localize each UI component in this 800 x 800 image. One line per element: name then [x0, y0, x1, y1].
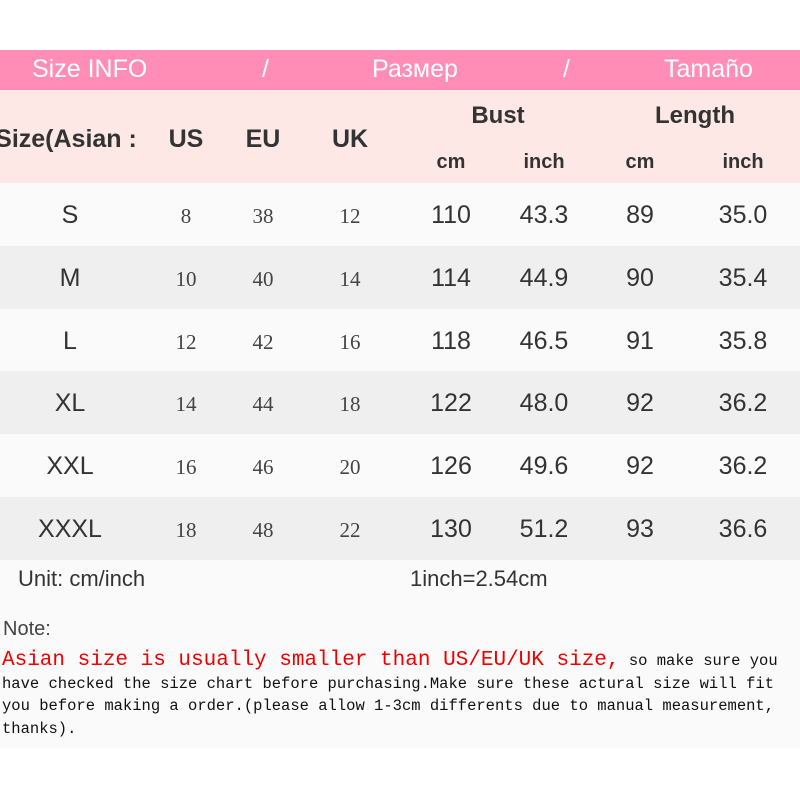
cell-uk: 18: [339, 392, 361, 417]
header-bust-cm: cm: [436, 151, 466, 173]
cell-size: L: [63, 326, 77, 355]
cell-eu: 48: [252, 518, 274, 542]
table-header: Size(Asian : US EU UK Bust Length cm inc…: [0, 90, 800, 183]
table-row: S 8 38 12 110 43.3 89 35.0: [0, 183, 800, 246]
note-text: Asian size is usually smaller than US/EU…: [2, 649, 800, 740]
title-banner: Size INFO / Размер / Tamaño: [0, 50, 800, 90]
cell-bust-cm: 130: [430, 515, 472, 543]
cell-us: 12: [175, 329, 197, 354]
cell-bust-inch: 46.5: [519, 326, 569, 355]
cell-eu: 38: [252, 204, 274, 228]
warning-text: Asian size is usually smaller than US/EU…: [2, 649, 620, 672]
header-size: Size(Asian :: [0, 125, 137, 153]
conversion-label: 1inch=2.54cm: [410, 566, 548, 591]
cell-bust-cm: 114: [431, 263, 471, 292]
cell-length-cm: 89: [626, 201, 654, 229]
cell-length-cm: 91: [626, 326, 654, 355]
cell-length-cm: 93: [626, 515, 654, 543]
cell-length-inch: 35.0: [718, 201, 768, 229]
cell-length-inch: 36.2: [718, 452, 768, 481]
cell-us: 16: [175, 455, 197, 480]
header-length: Length: [655, 102, 735, 129]
table-row: XXXL 18 48 22 130 51.2 93 36.6: [0, 497, 800, 560]
header-length-inch: inch: [722, 151, 764, 173]
cell-size: XXL: [46, 452, 94, 481]
banner-size-info: Size INFO: [32, 55, 148, 83]
cell-bust-cm: 122: [430, 389, 472, 418]
cell-length-inch: 35.8: [718, 326, 768, 355]
cell-bust-inch: 51.2: [519, 515, 569, 543]
cell-us: 18: [175, 518, 197, 542]
header-us: US: [168, 125, 204, 153]
cell-bust-cm: 118: [431, 326, 471, 355]
cell-bust-cm: 126: [430, 452, 472, 481]
unit-label: Unit: cm/inch: [18, 566, 146, 591]
cell-uk: 20: [339, 455, 361, 480]
banner-separator: /: [262, 55, 269, 83]
note-label: Note:: [3, 618, 51, 640]
header-bust: Bust: [471, 102, 525, 129]
cell-us: 14: [175, 392, 197, 417]
cell-length-cm: 92: [626, 389, 654, 418]
cell-uk: 22: [339, 518, 361, 542]
banner-tamano: Tamaño: [664, 55, 753, 83]
cell-us: 10: [175, 266, 197, 291]
cell-length-inch: 36.6: [718, 515, 768, 543]
cell-uk: 16: [339, 329, 361, 354]
cell-bust-inch: 43.3: [519, 201, 569, 229]
cell-us: 8: [180, 204, 192, 228]
cell-eu: 44: [252, 392, 274, 417]
cell-length-cm: 90: [626, 263, 654, 292]
header-eu: EU: [245, 125, 281, 153]
cell-uk: 12: [339, 204, 361, 228]
banner-separator: /: [563, 55, 570, 83]
cell-eu: 40: [252, 266, 274, 291]
cell-eu: 42: [252, 329, 274, 354]
table-row: XXL 16 46 20 126 49.6 92 36.2: [0, 434, 800, 498]
header-uk: UK: [331, 125, 369, 153]
header-length-cm: cm: [625, 151, 655, 173]
banner-razmer: Размер: [372, 55, 458, 83]
cell-bust-inch: 44.9: [519, 263, 569, 292]
cell-size: XL: [54, 389, 86, 418]
cell-eu: 46: [252, 455, 274, 480]
cell-uk: 14: [339, 266, 361, 291]
footer-notes: Unit: cm/inch 1inch=2.54cm Note: Asian s…: [0, 560, 800, 748]
cell-bust-inch: 49.6: [519, 452, 569, 481]
cell-length-inch: 36.2: [718, 389, 768, 418]
table-row: L 12 42 16 118 46.5 91 35.8: [0, 308, 800, 372]
cell-size: S: [61, 201, 79, 229]
note-body: so make sure you have checked the size c…: [2, 652, 778, 738]
cell-size: XXXL: [38, 515, 102, 543]
table-row: XL 14 44 18 122 48.0 92 36.2: [0, 371, 800, 435]
header-bust-inch: inch: [523, 151, 565, 173]
cell-size: M: [59, 263, 81, 292]
cell-length-cm: 92: [626, 452, 654, 481]
cell-length-inch: 35.4: [718, 263, 768, 292]
cell-bust-inch: 48.0: [519, 389, 569, 418]
cell-bust-cm: 110: [431, 201, 471, 229]
table-row: M 10 40 14 114 44.9 90 35.4: [0, 245, 800, 309]
